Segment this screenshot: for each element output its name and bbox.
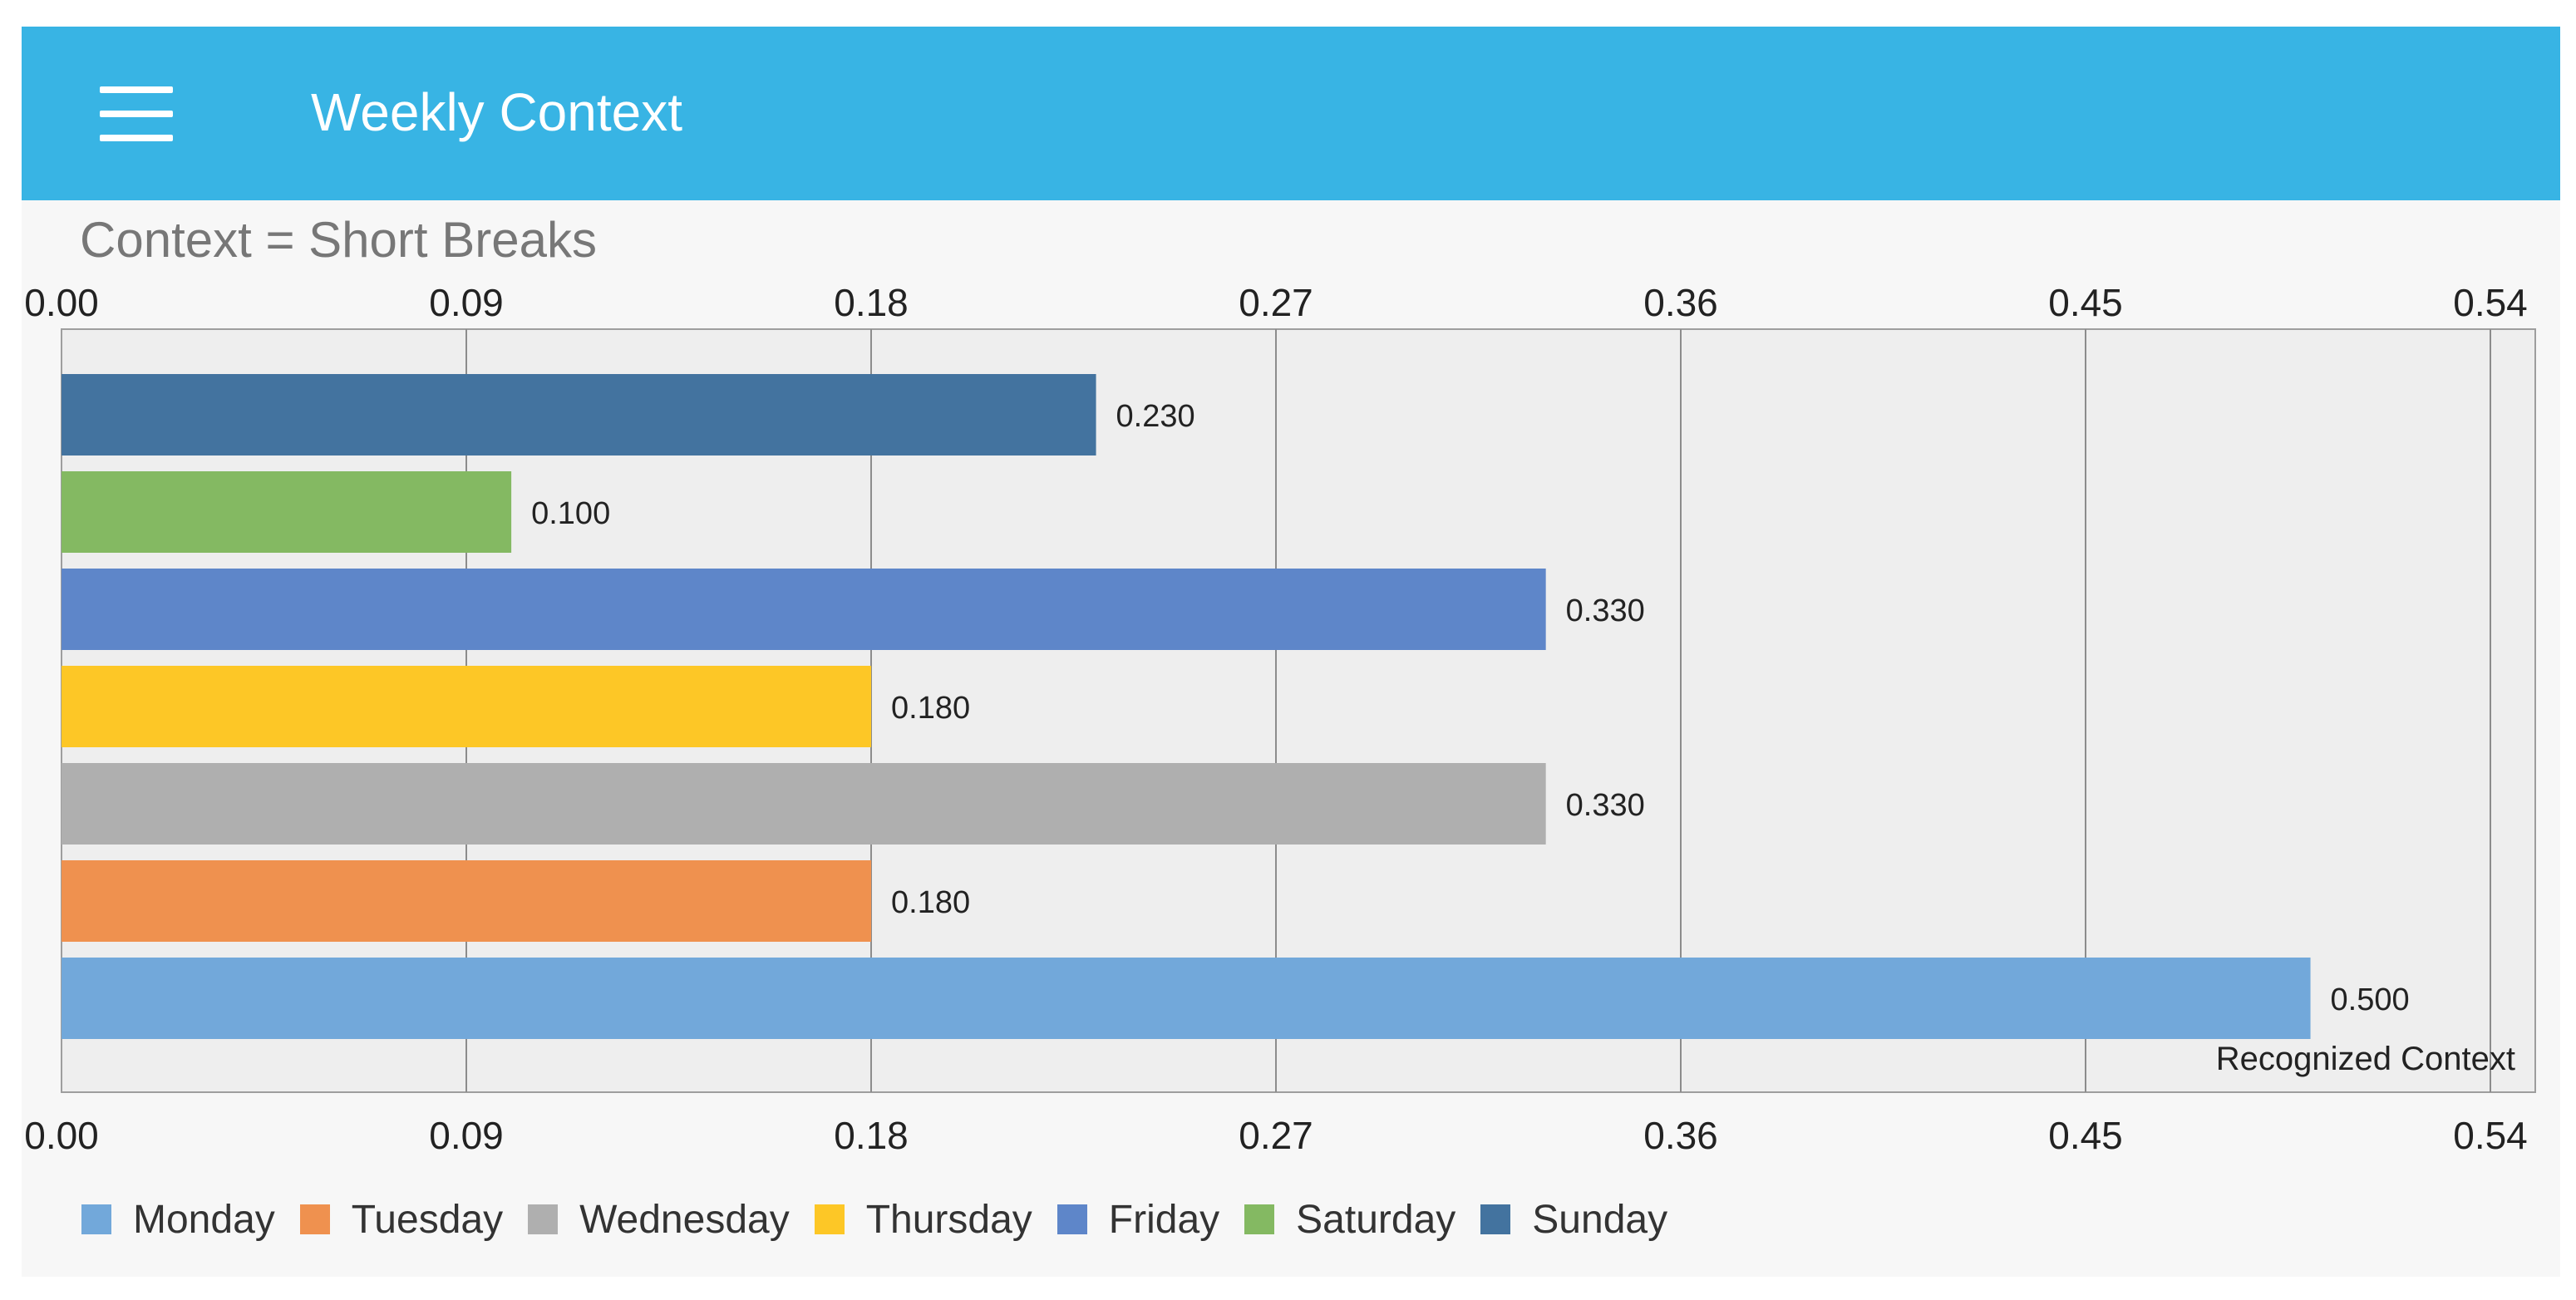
legend-item-monday: Monday (81, 1197, 275, 1243)
x-tick-label-top: 0.45 (2048, 281, 2123, 324)
bar-monday (62, 958, 2311, 1039)
bar-value-label: 0.100 (531, 496, 610, 531)
app-title: Weekly Context (311, 82, 682, 142)
legend-label: Wednesday (579, 1197, 790, 1242)
hamburger-menu-icon[interactable] (95, 76, 195, 151)
legend-label: Thursday (865, 1197, 1032, 1242)
bar-value-label: 0.330 (1566, 788, 1645, 823)
x-tick-label-bottom: 0.45 (2048, 1114, 2123, 1157)
bar-friday (62, 569, 1546, 650)
legend-item-friday: Friday (1057, 1197, 1219, 1243)
legend-swatch (1244, 1204, 1275, 1234)
chart-title: Context = Short Breaks (80, 212, 597, 268)
bar-sunday (62, 374, 1096, 455)
x-tick-label-bottom: 0.27 (1239, 1114, 1313, 1157)
x-tick-label-bottom: 0.00 (24, 1114, 99, 1157)
legend-label: Sunday (1532, 1197, 1668, 1242)
x-tick-label-top: 0.54 (2453, 281, 2528, 324)
bar-saturday (62, 471, 512, 553)
x-tick-label-top: 0.09 (429, 281, 504, 324)
app-screen: Weekly Context Context = Short Breaks 0.… (22, 27, 2560, 1277)
legend-label: Saturday (1296, 1197, 1456, 1242)
chart-legend: Monday Tuesday Wednesday Thursday Friday Satu… (81, 1190, 1692, 1248)
x-tick-label-top: 0.18 (834, 281, 909, 324)
legend-swatch (814, 1204, 845, 1234)
x-tick-label-top: 0.27 (1239, 281, 1313, 324)
x-tick-label-top: 0.36 (1643, 281, 1718, 324)
x-tick-label-bottom: 0.54 (2453, 1114, 2528, 1157)
legend-label: Friday (1108, 1197, 1220, 1242)
bar-wednesday (62, 763, 1546, 845)
legend-item-tuesday: Tuesday (299, 1197, 504, 1243)
bar-value-label: 0.500 (2331, 982, 2410, 1017)
legend-item-saturday: Saturday (1244, 1197, 1455, 1243)
bar-value-label: 0.330 (1566, 593, 1645, 628)
bar-chart: 0.00 0.00 0.09 0.09 0.18 0.18 0.27 0.27 0.36 0.36… (24, 281, 2536, 1157)
legend-item-sunday: Sunday (1480, 1197, 1667, 1243)
series-label: Recognized Context (2216, 1041, 2515, 1077)
legend-item-wednesday: Wednesday (528, 1197, 790, 1243)
bar-value-label: 0.180 (891, 885, 970, 920)
bar-value-label: 0.180 (891, 691, 970, 726)
x-tick-label-top: 0.00 (24, 281, 99, 324)
legend-swatch (299, 1204, 330, 1234)
bar-value-label: 0.230 (1116, 399, 1195, 434)
legend-label: Tuesday (351, 1197, 504, 1242)
x-tick-label-bottom: 0.36 (1643, 1114, 1718, 1157)
bar-thursday (62, 666, 871, 747)
legend-swatch (528, 1204, 559, 1234)
legend-swatch (1057, 1204, 1087, 1234)
x-tick-label-bottom: 0.18 (834, 1114, 909, 1157)
legend-swatch (1480, 1204, 1511, 1234)
legend-label: Monday (133, 1197, 275, 1242)
x-tick-label-bottom: 0.09 (429, 1114, 504, 1157)
app-bar: Weekly Context (22, 27, 2560, 200)
bar-tuesday (62, 860, 871, 942)
legend-item-thursday: Thursday (814, 1197, 1032, 1243)
legend-swatch (81, 1204, 111, 1234)
